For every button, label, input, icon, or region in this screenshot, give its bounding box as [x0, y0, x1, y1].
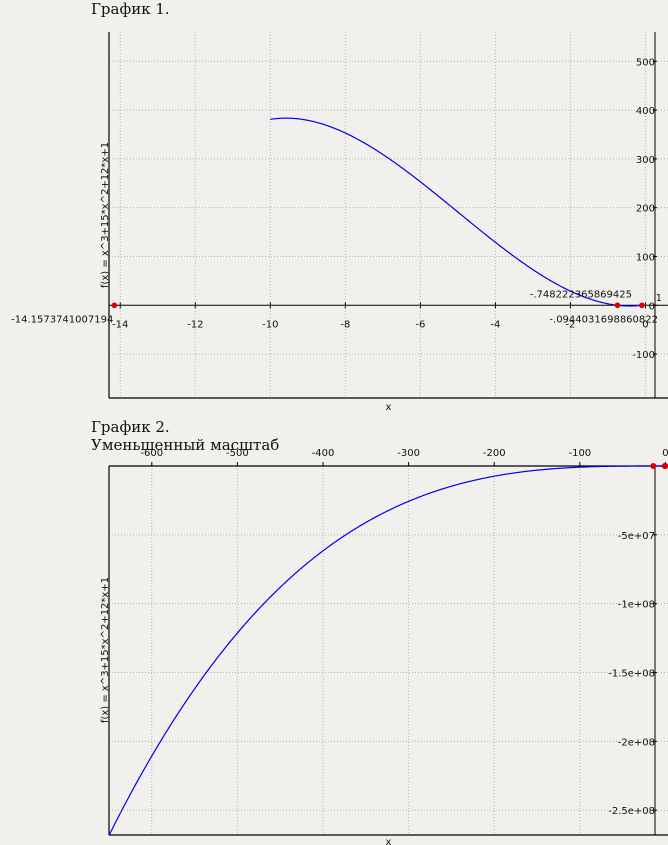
- x-tick-label: -200: [483, 448, 506, 459]
- root-marker: [614, 302, 621, 309]
- x-tick-label: -300: [397, 448, 420, 459]
- x-axis-label: x: [386, 837, 392, 845]
- function-curve: [270, 117, 643, 307]
- chart-1-function-plot: -14 -12 -10 -8 -6 -4 -2 0-10001100200300400500-…: [11, 32, 668, 413]
- x-tick-label: 0: [662, 448, 668, 459]
- y-axis-label: f(x) = x^3+15*x^2+12*x+1: [100, 142, 111, 288]
- y-tick-label: 400: [636, 106, 655, 117]
- x-tick-label: -6: [415, 319, 425, 330]
- y-tick-label: 500: [636, 57, 655, 68]
- root-marker: [111, 302, 118, 309]
- root-label: -14.1573741007194: [11, 314, 113, 325]
- graph1-title: График 1.: [91, 0, 170, 18]
- graph2-title: График 2.: [91, 418, 170, 436]
- x-tick-label: -100: [568, 448, 591, 459]
- x-tick-label: -600: [140, 448, 163, 459]
- y-tick-label: 0: [649, 301, 655, 312]
- x-tick-label: -4: [490, 319, 500, 330]
- y-tick-label: -1e+08: [618, 600, 655, 611]
- y-tick-label: -1.5e+08: [608, 669, 655, 680]
- x-tick-label: -400: [312, 448, 335, 459]
- y-tick-label: -5e+07: [618, 531, 655, 542]
- y-tick-label: 100: [636, 252, 655, 263]
- root-marker: [639, 302, 645, 309]
- graph2-subtitle: Уменьшенный масштаб: [91, 436, 280, 454]
- x-tick-label: -12: [187, 319, 203, 330]
- y-tick-label: 200: [636, 204, 655, 215]
- root-label: -.748222365869425: [530, 289, 632, 300]
- x-tick-label: -500: [226, 448, 249, 459]
- y-tick-label: -100: [632, 350, 655, 361]
- y-axis-label: f(x) = x^3+15*x^2+12*x+1: [100, 577, 111, 723]
- root-marker: [662, 463, 668, 469]
- x-tick-label: -8: [340, 319, 350, 330]
- chart-2-zoomed-out-plot: -600 -500 -400 -300 -200 -100 0 -5e+07 -1e+08 -1.…: [100, 448, 668, 845]
- x-tick-label: -10: [262, 319, 278, 330]
- root-marker: [650, 463, 657, 469]
- y-tick-label: -2.5e+08: [608, 806, 655, 817]
- x-tick-label: 0: [642, 319, 648, 330]
- x-tick-label: -14: [112, 319, 128, 330]
- y-tick-label: 300: [636, 155, 655, 166]
- y-tick-label: 1: [656, 293, 662, 304]
- root-label: -.0944031698860822: [549, 314, 658, 325]
- x-tick-label: -2: [565, 319, 575, 330]
- function-curve: [108, 465, 666, 836]
- y-tick-label: -2e+08: [618, 737, 655, 748]
- x-axis-label: x: [386, 402, 392, 413]
